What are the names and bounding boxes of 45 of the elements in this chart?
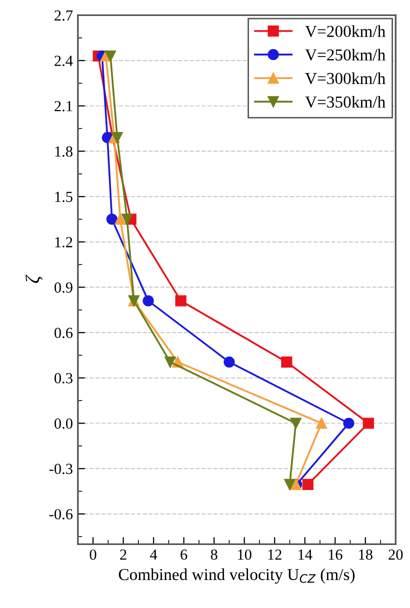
y-tick-label: 1.2 xyxy=(55,237,72,248)
x-tick-label: 4 xyxy=(150,550,158,560)
x-tick-label: 6 xyxy=(180,550,188,560)
point xyxy=(104,50,116,62)
x-tick-label: 12 xyxy=(268,550,282,560)
x-tick-label: 2 xyxy=(120,550,126,560)
legend-label: V=350km/h xyxy=(305,96,386,108)
point xyxy=(175,295,186,306)
y-axis-title: ζ xyxy=(26,274,42,283)
point xyxy=(362,418,374,429)
legend-label: V=300km/h xyxy=(305,72,386,84)
y-tick-label: 2.4 xyxy=(54,56,73,66)
point xyxy=(316,418,328,429)
x-tick-label: 14 xyxy=(298,550,312,560)
point xyxy=(142,295,154,306)
point xyxy=(106,214,118,225)
y-tick-label: 0.6 xyxy=(54,328,73,338)
x-tick-label: 18 xyxy=(359,549,372,560)
point xyxy=(343,418,354,429)
point xyxy=(114,214,126,225)
point xyxy=(112,132,123,144)
point xyxy=(290,418,302,429)
y-tick-label: -0.3 xyxy=(49,464,72,474)
legend-label: V=250km/h xyxy=(305,48,386,61)
point xyxy=(164,356,176,368)
x-tick-label: 8 xyxy=(210,549,218,560)
y-tick-label: -0.6 xyxy=(49,509,73,520)
point xyxy=(284,478,296,490)
point xyxy=(281,356,292,368)
y-tick-label: 2.7 xyxy=(54,10,73,21)
y-tick-label: 2.1 xyxy=(54,101,72,112)
x-tick-label: 0 xyxy=(90,549,96,560)
y-tick-label: 0.9 xyxy=(54,282,72,293)
y-tick-label: 0.0 xyxy=(54,418,72,429)
x-axis-title: Combined wind velocity U$_{CZ}$ (m/s) xyxy=(118,568,355,584)
point xyxy=(302,478,314,490)
point xyxy=(224,356,235,368)
x-tick-label: 16 xyxy=(328,550,342,560)
point xyxy=(122,214,133,225)
legend-label: V=200km/h xyxy=(305,25,386,38)
y-tick-label: 0.3 xyxy=(54,373,72,384)
y-tick-label: 1.8 xyxy=(55,146,72,157)
x-tick-label: 10 xyxy=(238,549,252,560)
y-tick-label: 1.5 xyxy=(55,192,72,202)
x-tick-label: 20 xyxy=(388,549,403,560)
